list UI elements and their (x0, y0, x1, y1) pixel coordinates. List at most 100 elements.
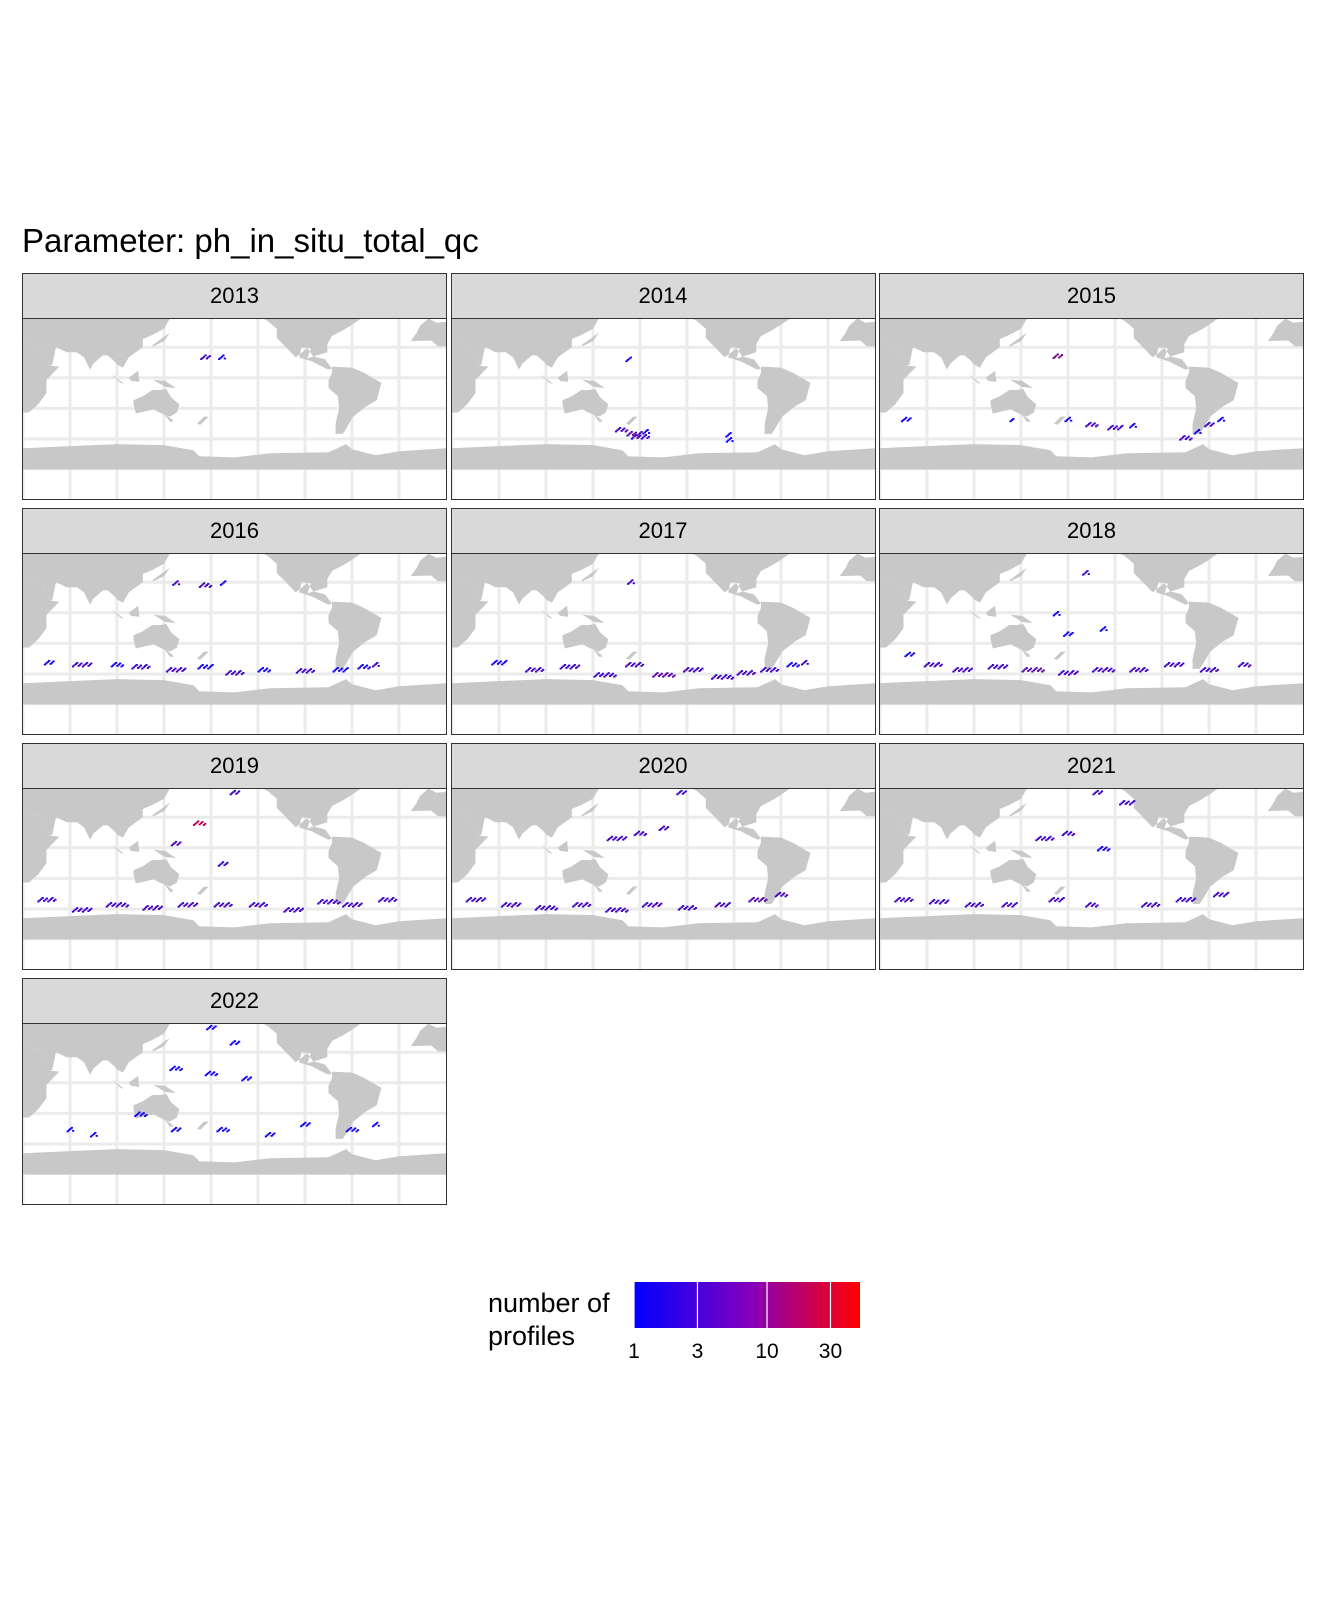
profile-cell (967, 670, 971, 672)
land-polygon (328, 1071, 382, 1139)
profile-cell (683, 908, 686, 910)
profile-cell (1052, 897, 1055, 899)
profile-cell (905, 654, 908, 656)
profile-cell (1143, 667, 1146, 669)
profile-cell (76, 662, 79, 664)
profile-cell (688, 670, 691, 672)
profile-cell (1245, 663, 1248, 666)
profile-cell (644, 434, 647, 436)
profile-cell (1106, 849, 1109, 852)
profile-cell (168, 668, 171, 671)
map-canvas (23, 554, 446, 734)
profile-cell (542, 905, 545, 908)
profile-cell (1110, 426, 1113, 428)
land-polygon (23, 554, 170, 605)
land-polygon (592, 883, 602, 892)
land-polygon (1021, 883, 1031, 892)
profile-cell (693, 669, 696, 672)
profile-cell (308, 1122, 311, 1125)
profile-cell (1129, 670, 1132, 673)
land-polygon (692, 789, 789, 840)
profile-cell (1206, 668, 1210, 671)
profile-cell (181, 902, 185, 904)
land-polygon (580, 567, 599, 582)
profile-cell (531, 668, 534, 671)
profile-cell (715, 904, 718, 907)
profile-cell (508, 902, 511, 905)
profile-cell (967, 903, 970, 906)
profile-cell (204, 1074, 207, 1077)
profile-cell (759, 670, 762, 673)
profile-cell (540, 670, 543, 672)
land-polygon (128, 370, 140, 382)
profile-cell (223, 357, 226, 360)
profile-cell (173, 1065, 176, 1068)
profile-cell (1059, 899, 1062, 902)
profile-cell (90, 907, 93, 910)
profile-cell (593, 675, 596, 678)
profile-cell (257, 902, 260, 905)
profile-cell (41, 897, 44, 899)
profile-cell (560, 666, 563, 669)
profile-cell (626, 359, 629, 361)
profile-cell (559, 667, 562, 670)
land-polygon (1010, 379, 1033, 388)
land-polygon (557, 840, 568, 852)
profile-cell (1180, 437, 1183, 440)
profile-cell (931, 900, 934, 902)
profile-cell (86, 662, 89, 664)
profile-cell (634, 665, 637, 668)
facet-panel: 2013 (22, 273, 447, 500)
profile-cell (1214, 894, 1217, 897)
land-polygon (580, 802, 599, 817)
facet-map (22, 788, 447, 970)
profile-cell (1239, 664, 1242, 667)
facet-map (22, 318, 447, 500)
profile-cell (344, 903, 348, 906)
profile-cell (1175, 664, 1178, 667)
profile-cell (482, 898, 485, 901)
profile-cell (577, 664, 580, 667)
profile-cell (1105, 846, 1108, 849)
profile-cell (973, 902, 976, 905)
profile-cell (945, 900, 948, 903)
profile-cell (377, 1124, 380, 1127)
profile-cell (1215, 670, 1218, 672)
profile-cell (987, 667, 990, 670)
profile-cell (230, 903, 233, 906)
profile-cell (1012, 418, 1015, 420)
profile-cell (202, 824, 205, 826)
profile-cell (658, 903, 661, 906)
profile-cell (685, 668, 688, 671)
profile-cell (284, 909, 287, 912)
profile-cell (624, 430, 627, 433)
profile-cell (309, 668, 313, 670)
profile-cell (763, 900, 766, 902)
profile-cell (1055, 354, 1058, 357)
land-polygon (990, 859, 1037, 887)
profile-cell (110, 902, 113, 904)
profile-cell (741, 673, 744, 675)
colorbar-gradient (634, 1282, 860, 1328)
profile-cell (637, 663, 640, 665)
profile-cell (73, 664, 76, 667)
profile-cell (228, 671, 231, 674)
profile-cell (793, 663, 796, 666)
profile-cell (180, 903, 183, 906)
profile-cell (208, 355, 211, 357)
land-polygon (196, 416, 209, 425)
plot-title: Parameter: ph_in_situ_total_qc (22, 222, 479, 259)
land-polygon (164, 648, 174, 657)
profile-cell (1098, 848, 1101, 851)
profile-cell (337, 902, 340, 905)
profile-cell (538, 905, 541, 907)
profile-cell (909, 417, 912, 420)
profile-cell (978, 902, 982, 904)
profile-cell (685, 905, 688, 908)
profile-cell (1087, 573, 1090, 575)
profile-cell (363, 667, 366, 669)
profile-cell (347, 1129, 350, 1132)
profile-cell (483, 897, 486, 900)
profile-cell (479, 897, 482, 899)
profile-cell (1168, 662, 1171, 664)
